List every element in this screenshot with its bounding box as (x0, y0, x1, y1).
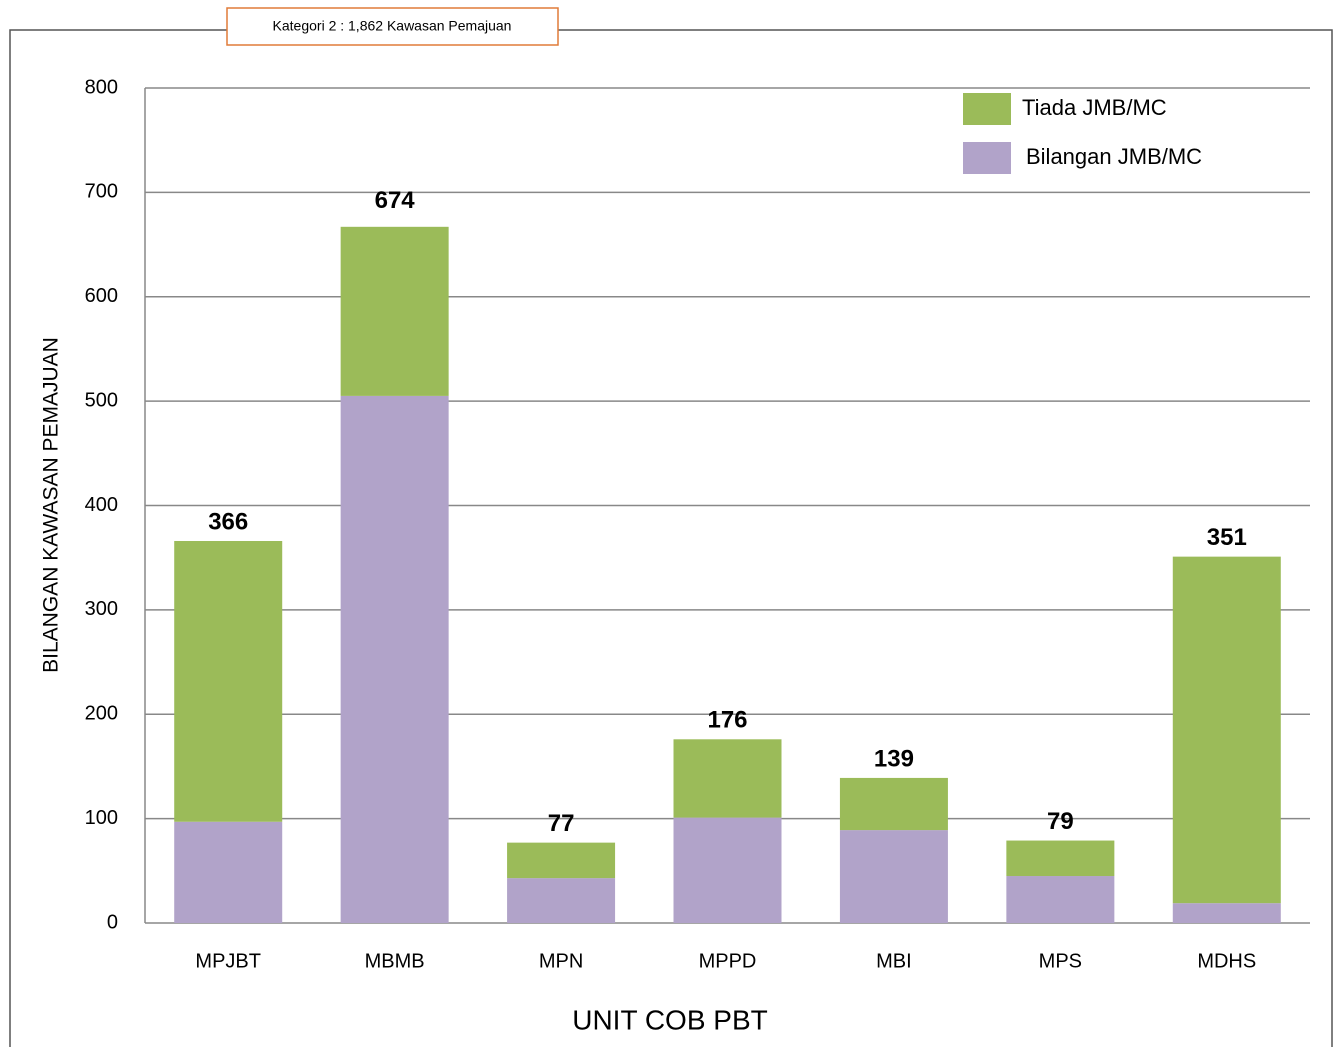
bar-segment (1006, 840, 1115, 877)
bar-segment (839, 777, 948, 831)
bar-segment (1172, 903, 1281, 923)
x-axis-label: UNIT COB PBT (572, 1004, 768, 1035)
bar-segment (673, 739, 782, 818)
x-tick-label: MPN (539, 950, 583, 972)
chart-title: Kategori 2 : 1,862 Kawasan Pemajuan (273, 18, 512, 34)
y-tick-label: 700 (85, 181, 118, 203)
total-label: 139 (874, 745, 914, 772)
y-tick-label: 400 (85, 494, 118, 516)
y-axis-label: BILANGAN KAWASAN PEMAJUAN (40, 337, 63, 673)
legend-label: Bilangan JMB/MC (1026, 144, 1202, 169)
total-label: 351 (1207, 524, 1247, 551)
total-label: 79 (1047, 808, 1074, 835)
x-tick-label: MPS (1039, 950, 1082, 972)
total-label: 366 (208, 508, 248, 535)
y-tick-label: 600 (85, 285, 118, 307)
title-box (226, 7, 559, 46)
y-tick-label: 800 (85, 76, 118, 98)
legend-swatch (963, 142, 1011, 174)
y-tick-label: 0 (107, 911, 118, 933)
y-tick-label: 300 (85, 598, 118, 620)
y-tick-label: 200 (85, 703, 118, 725)
bar-segment (673, 817, 782, 923)
y-tick-label: 100 (85, 807, 118, 829)
x-tick-label: MBI (876, 950, 912, 972)
bar-segment (174, 821, 283, 923)
legend-label: Tiada JMB/MC (1022, 95, 1167, 120)
bar-segment (340, 226, 449, 396)
bar-segment (507, 878, 616, 923)
total-label: 176 (707, 707, 747, 734)
bar-segment (174, 540, 283, 822)
x-tick-label: MPJBT (195, 950, 261, 972)
bar-segment (1006, 876, 1115, 923)
x-tick-label: MDHS (1197, 950, 1256, 972)
y-tick-label: 500 (85, 389, 118, 411)
total-label: 674 (375, 187, 416, 214)
x-tick-label: MPPD (699, 950, 757, 972)
x-tick-label: MBMB (365, 950, 425, 972)
total-label: 77 (548, 810, 575, 837)
bar-segment (839, 830, 948, 923)
legend-swatch (963, 93, 1011, 125)
bar-segment (340, 395, 449, 923)
frame (9, 29, 1333, 1047)
bar-segment (1172, 556, 1281, 904)
bar-segment (507, 842, 616, 879)
